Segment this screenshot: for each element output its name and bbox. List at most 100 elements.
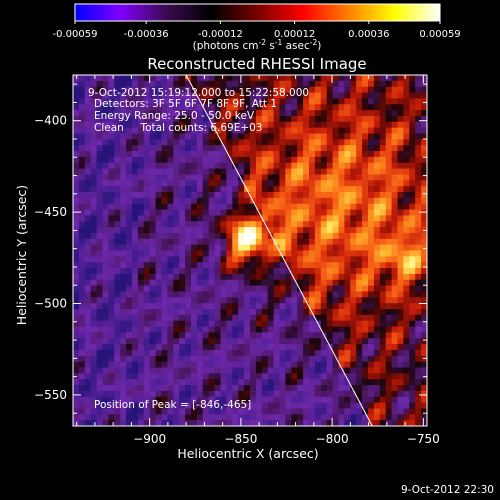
- heatmap-cell: [326, 297, 334, 304]
- heatmap-cell: [132, 232, 139, 240]
- heatmap-cell: [108, 414, 115, 421]
- heatmap-cell: [226, 349, 233, 357]
- heatmap-cell: [314, 174, 322, 181]
- heatmap-cell: [226, 285, 233, 293]
- heatmap-cell: [362, 344, 369, 351]
- heatmap-cell: [338, 379, 345, 386]
- heatmap-cell: [202, 244, 210, 252]
- heatmap-cell: [90, 209, 98, 216]
- heatmap-cell: [173, 291, 180, 298]
- heatmap-cell: [303, 414, 310, 421]
- heatmap-cell: [220, 110, 227, 117]
- heatmap-cell: [208, 379, 216, 386]
- heatmap-cell: [220, 396, 227, 404]
- heatmap-cell: [143, 402, 151, 410]
- heatmap-cell: [78, 402, 86, 410]
- heatmap-cell: [273, 338, 281, 345]
- heatmap-cell: [196, 268, 204, 275]
- heatmap-cell: [368, 145, 375, 152]
- heatmap-cell: [149, 373, 157, 380]
- heatmap-cell: [84, 139, 92, 146]
- heatmap-cell: [314, 209, 322, 216]
- heatmap-cell: [314, 250, 322, 257]
- heatmap-cell: [338, 215, 345, 222]
- heatmap-cell: [320, 104, 328, 111]
- heatmap-cell: [385, 215, 393, 222]
- heatmap-cell: [273, 98, 281, 105]
- heatmap-cell: [344, 338, 351, 345]
- heatmap-cell: [326, 338, 334, 345]
- heatmap-cell: [226, 232, 233, 240]
- heatmap-cell: [84, 279, 92, 287]
- heatmap-cell: [78, 186, 86, 193]
- heatmap-cell: [238, 332, 245, 339]
- heatmap-cell: [90, 396, 98, 404]
- heatmap-cell: [261, 80, 269, 88]
- heatmap-cell: [314, 197, 322, 205]
- heatmap-cell: [90, 256, 98, 263]
- heatmap-cell: [179, 279, 186, 287]
- heatmap-cell: [415, 291, 422, 298]
- heatmap-cell: [102, 121, 109, 129]
- heatmap-cell: [226, 121, 233, 129]
- heatmap-cell: [90, 145, 98, 152]
- heatmap-cell: [421, 344, 427, 351]
- heatmap-cell: [291, 75, 298, 82]
- heatmap-cell: [220, 238, 227, 246]
- heatmap-cell: [397, 238, 404, 246]
- heatmap-cell: [185, 186, 192, 193]
- heatmap-cell: [179, 314, 186, 322]
- heatmap-cell: [102, 238, 109, 246]
- heatmap-cell: [102, 320, 109, 328]
- heatmap-cell: [373, 215, 381, 222]
- heatmap-cell: [126, 268, 133, 275]
- heatmap-cell: [391, 344, 399, 351]
- heatmap-cell: [244, 279, 251, 287]
- heatmap-cell: [132, 156, 139, 164]
- heatmap-cell: [356, 156, 363, 164]
- heatmap-cell: [102, 326, 109, 333]
- heatmap-cell: [379, 221, 387, 228]
- heatmap-cell: [415, 180, 422, 187]
- heatmap-cell: [338, 203, 345, 211]
- heatmap-cell: [226, 408, 233, 415]
- heatmap-cell: [232, 238, 239, 246]
- heatmap-cell: [309, 162, 316, 170]
- heatmap-cell: [120, 244, 127, 252]
- heatmap-cell: [120, 110, 127, 117]
- heatmap-cell: [226, 244, 233, 252]
- heatmap-cell: [267, 110, 275, 117]
- heatmap-cell: [397, 273, 404, 281]
- heatmap-cell: [149, 256, 157, 263]
- heatmap-cell: [344, 174, 351, 181]
- heatmap-cell: [338, 250, 345, 257]
- heatmap-cell: [244, 367, 251, 374]
- heatmap-cell: [261, 104, 269, 111]
- heatmap-cell: [155, 244, 163, 252]
- heatmap-cell: [143, 139, 151, 146]
- heatmap-cell: [191, 279, 198, 287]
- heatmap-cell: [208, 320, 216, 328]
- heatmap-cell: [120, 133, 127, 140]
- heatmap-cell: [409, 145, 416, 152]
- heatmap-cell: [421, 215, 427, 222]
- heatmap-cell: [208, 309, 216, 316]
- heatmap-cell: [391, 390, 399, 398]
- heatmap-cell: [385, 291, 393, 298]
- heatmap-cell: [385, 320, 393, 328]
- heatmap-cell: [202, 168, 210, 176]
- heatmap-cell: [403, 186, 410, 193]
- heatmap-cell: [84, 86, 92, 94]
- heatmap-cell: [391, 291, 399, 298]
- heatmap-cell: [244, 268, 251, 275]
- colorbar-tick-label: -0.00012: [198, 29, 243, 40]
- heatmap-cell: [102, 338, 109, 345]
- heatmap-cell: [397, 221, 404, 228]
- heatmap-cell: [102, 110, 109, 117]
- heatmap-cell: [397, 250, 404, 257]
- heatmap-cell: [96, 75, 104, 82]
- heatmap-cell: [362, 221, 369, 228]
- heatmap-cell: [373, 75, 381, 82]
- heatmap-cell: [409, 396, 416, 404]
